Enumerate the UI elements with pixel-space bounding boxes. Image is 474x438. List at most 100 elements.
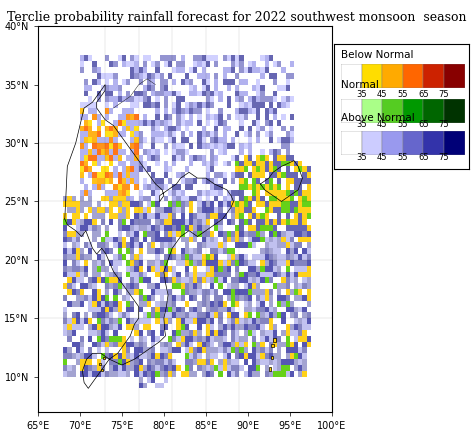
Bar: [277, 336, 282, 342]
Bar: [164, 289, 168, 295]
Bar: [97, 155, 101, 161]
Bar: [135, 324, 139, 330]
Bar: [248, 312, 252, 318]
Bar: [143, 231, 147, 237]
Bar: [256, 120, 260, 126]
Bar: [214, 143, 219, 149]
Bar: [282, 114, 286, 120]
Bar: [155, 73, 160, 79]
Bar: [135, 266, 139, 272]
Bar: [109, 301, 113, 307]
Bar: [122, 365, 126, 371]
Bar: [248, 371, 252, 377]
Bar: [193, 336, 198, 342]
Bar: [151, 237, 155, 242]
Bar: [135, 184, 139, 190]
Bar: [290, 254, 294, 260]
Bar: [219, 149, 223, 155]
Bar: [72, 371, 76, 377]
Bar: [84, 219, 88, 225]
Bar: [264, 114, 269, 120]
Bar: [84, 161, 88, 166]
Bar: [277, 166, 282, 172]
Bar: [219, 172, 223, 178]
Bar: [256, 277, 260, 283]
Bar: [139, 266, 143, 272]
Bar: [109, 149, 113, 155]
Bar: [302, 231, 307, 237]
Bar: [239, 342, 244, 347]
Bar: [277, 149, 282, 155]
Bar: [286, 260, 290, 266]
Bar: [135, 137, 139, 143]
Bar: [105, 96, 109, 102]
Bar: [298, 207, 302, 213]
Bar: [231, 201, 235, 207]
Bar: [235, 161, 239, 166]
Bar: [160, 295, 164, 301]
Bar: [206, 266, 210, 272]
Bar: [88, 318, 92, 324]
Bar: [307, 272, 311, 277]
Bar: [206, 272, 210, 277]
Bar: [122, 254, 126, 260]
Bar: [252, 166, 256, 172]
Bar: [201, 56, 206, 61]
Bar: [63, 359, 67, 365]
Bar: [113, 96, 118, 102]
Bar: [160, 178, 164, 184]
Bar: [113, 353, 118, 359]
Bar: [92, 219, 97, 225]
Bar: [227, 96, 231, 102]
Bar: [256, 196, 260, 201]
Bar: [206, 371, 210, 377]
Bar: [118, 289, 122, 295]
Text: 35: 35: [356, 90, 367, 99]
Bar: [130, 231, 135, 237]
Bar: [239, 196, 244, 201]
Bar: [206, 254, 210, 260]
Bar: [210, 283, 214, 289]
Bar: [214, 353, 219, 359]
Bar: [135, 289, 139, 295]
Bar: [160, 73, 164, 79]
Bar: [88, 307, 92, 312]
Bar: [147, 371, 151, 377]
Bar: [105, 301, 109, 307]
Bar: [290, 172, 294, 178]
Bar: [113, 201, 118, 207]
Bar: [101, 85, 105, 91]
Bar: [256, 254, 260, 260]
Bar: [248, 225, 252, 231]
Bar: [248, 266, 252, 272]
Bar: [80, 225, 84, 231]
Bar: [269, 201, 273, 207]
Bar: [189, 307, 193, 312]
Bar: [126, 324, 130, 330]
Bar: [139, 254, 143, 260]
Bar: [181, 324, 185, 330]
Bar: [126, 61, 130, 67]
Bar: [84, 359, 88, 365]
Bar: [185, 342, 189, 347]
Bar: [185, 149, 189, 155]
Bar: [139, 201, 143, 207]
Bar: [76, 219, 80, 225]
Bar: [139, 190, 143, 196]
Bar: [260, 307, 264, 312]
Bar: [88, 254, 92, 260]
Bar: [147, 324, 151, 330]
FancyBboxPatch shape: [444, 99, 465, 123]
Bar: [239, 79, 244, 85]
Bar: [160, 359, 164, 365]
Bar: [193, 353, 198, 359]
Bar: [223, 289, 227, 295]
Bar: [210, 254, 214, 260]
Bar: [206, 330, 210, 336]
Bar: [135, 213, 139, 219]
Bar: [198, 324, 201, 330]
Bar: [223, 79, 227, 85]
Bar: [214, 114, 219, 120]
Bar: [130, 283, 135, 289]
Bar: [118, 96, 122, 102]
